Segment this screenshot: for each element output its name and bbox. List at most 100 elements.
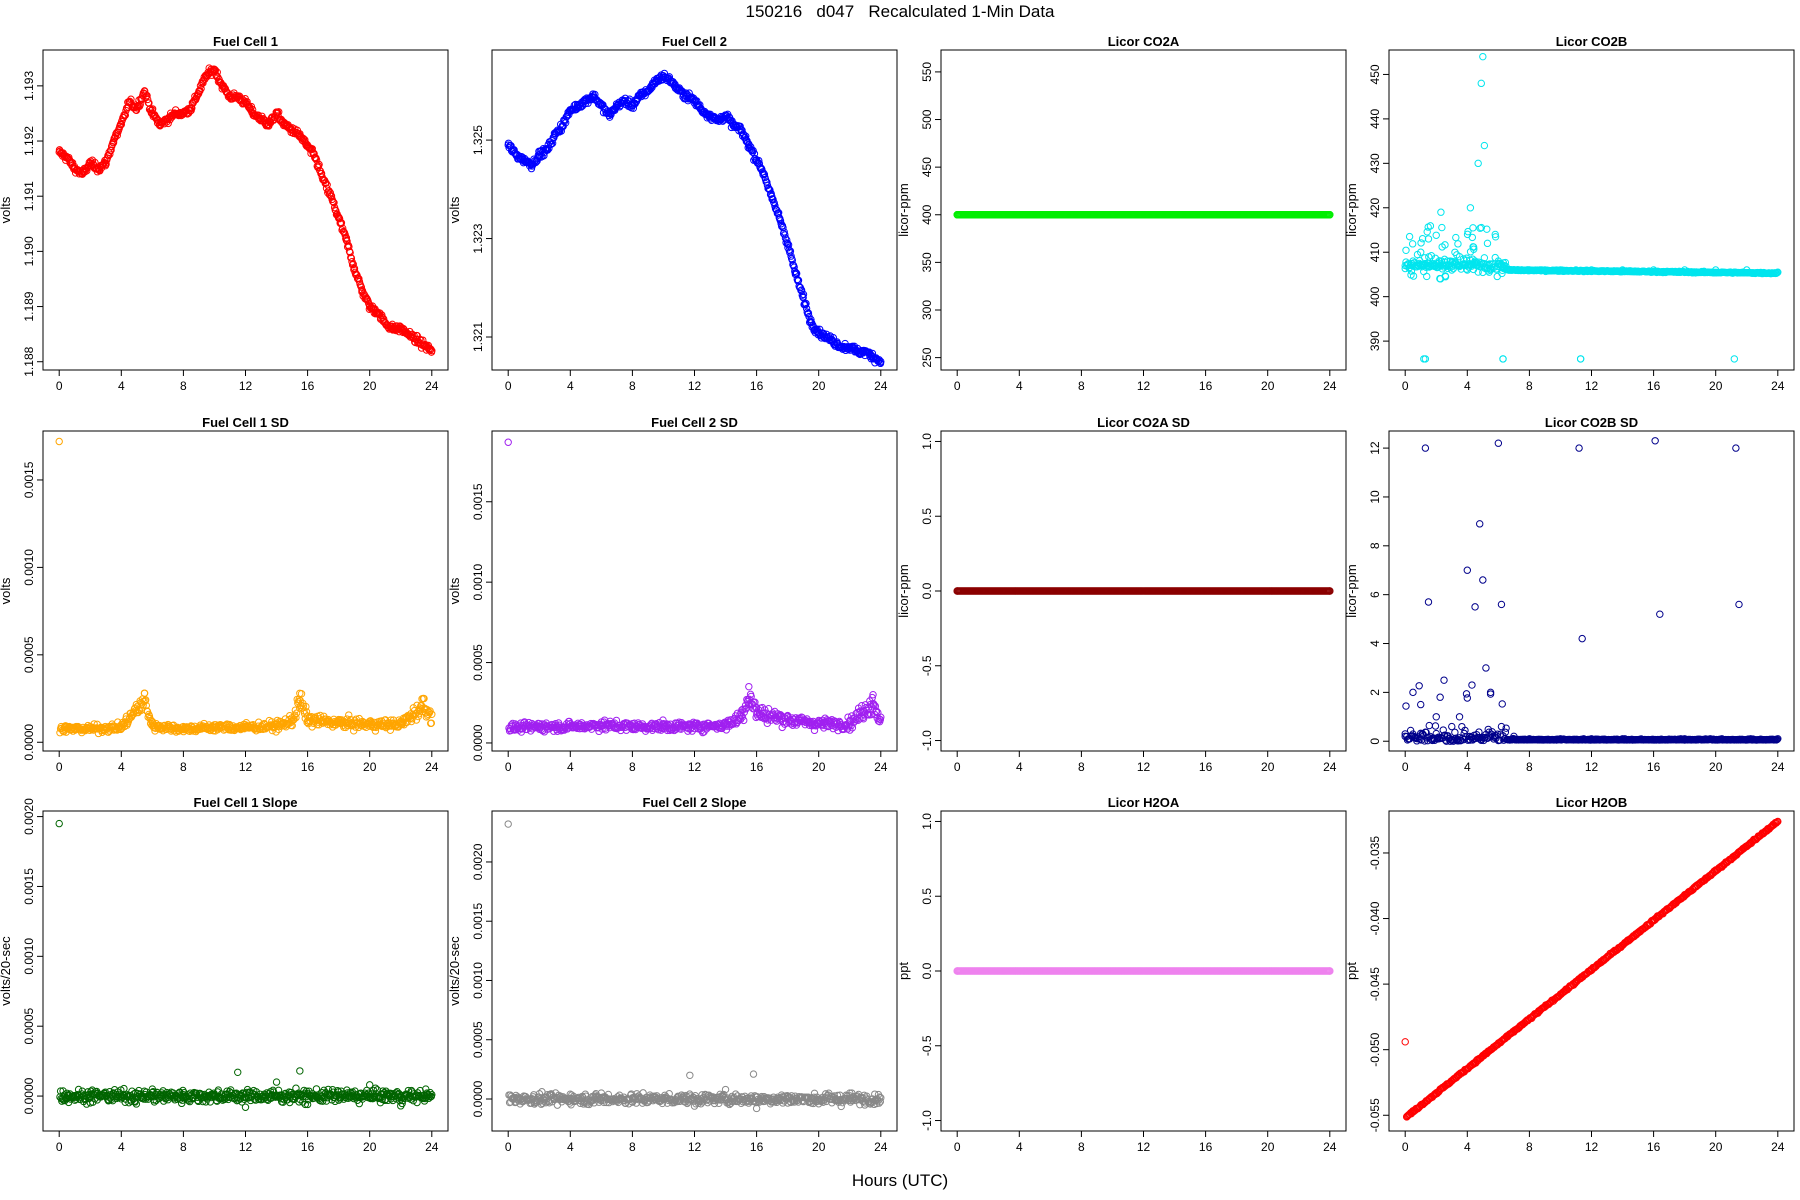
data-point [749, 146, 757, 155]
x-tick-label: 12 [1585, 379, 1599, 393]
data-point [1409, 272, 1418, 280]
data-point [745, 682, 753, 691]
data-point [1441, 241, 1449, 249]
data-point [410, 712, 418, 720]
y-tick-label: 1.323 [471, 223, 485, 253]
x-tick-label: 24 [1771, 379, 1785, 393]
data-point [426, 346, 434, 354]
data-point [357, 283, 366, 291]
y-axis-label: licor-ppm [896, 564, 911, 617]
data-point [669, 79, 678, 87]
data-point [419, 694, 427, 703]
data-point [234, 1068, 242, 1077]
data-point [1501, 728, 1510, 736]
data-point [408, 330, 416, 338]
data-point [1656, 610, 1664, 618]
data-point [1491, 233, 1500, 241]
data-point [1455, 713, 1464, 721]
plot-frame [1388, 430, 1795, 752]
data-point [201, 75, 209, 83]
y-tick-label: 0.0010 [471, 563, 485, 600]
data-point [355, 275, 363, 283]
y-tick-label: 440 [1368, 109, 1382, 129]
data-point [802, 299, 810, 308]
x-tick-label: 0 [56, 1140, 63, 1154]
data-point [78, 1087, 87, 1095]
data-point [781, 231, 789, 239]
data-point [1421, 355, 1430, 363]
data-point [338, 224, 347, 233]
y-tick-label: 500 [920, 109, 934, 129]
y-tick-label: -0.5 [920, 655, 934, 676]
data-point [335, 214, 344, 223]
data-point [543, 146, 552, 154]
data-point [426, 707, 434, 715]
data-point [55, 819, 63, 828]
y-axis-label: volts/20-sec [0, 936, 13, 1006]
data-point [1463, 694, 1472, 702]
data-point [1493, 272, 1501, 281]
data-point [302, 702, 310, 711]
data-point [1425, 721, 1433, 730]
data-point [791, 267, 799, 276]
data-point [1436, 274, 1444, 283]
data-point [55, 437, 63, 446]
panel-title: Fuel Cell 2 [662, 34, 727, 49]
x-tick-label: 8 [1526, 379, 1533, 393]
data-point [132, 1100, 141, 1108]
y-tick-label: 1.193 [22, 71, 36, 101]
x-tick-label: 20 [363, 1140, 377, 1154]
panel-title: Licor CO2A SD [1097, 415, 1190, 430]
y-tick-label: 0.0000 [22, 724, 36, 761]
data-points [55, 64, 436, 356]
data-point [322, 179, 330, 187]
data-point [188, 104, 196, 112]
x-tick-label: 20 [1709, 760, 1723, 774]
data-point [275, 108, 283, 116]
data-point [1417, 700, 1425, 709]
y-tick-label: 0.0020 [22, 798, 36, 835]
data-point [349, 260, 357, 268]
data-point [739, 130, 747, 138]
data-point [871, 702, 880, 710]
data-point [1405, 232, 1414, 241]
data-point [1421, 444, 1430, 452]
data-point [83, 166, 91, 175]
x-tick-label: 24 [425, 379, 439, 393]
data-point [1479, 576, 1487, 584]
data-points [953, 211, 1334, 219]
data-point [272, 1078, 281, 1086]
x-tick-label: 20 [812, 379, 826, 393]
y-axis-label: volts [0, 577, 13, 604]
y-tick-label: 550 [920, 62, 934, 82]
plot-frame [491, 49, 898, 371]
data-point [309, 150, 318, 158]
data-point [820, 724, 828, 732]
data-point [736, 715, 745, 724]
y-tick-label: 1.325 [471, 125, 485, 155]
x-tick-label: 16 [301, 760, 315, 774]
x-tick-label: 0 [954, 760, 961, 774]
data-point [88, 156, 97, 164]
y-tick-label: 1.321 [471, 322, 485, 352]
x-tick-label: 20 [1261, 760, 1275, 774]
data-point [870, 701, 878, 709]
data-point [744, 700, 753, 709]
data-point [1498, 700, 1506, 708]
x-tick-label: 12 [239, 379, 253, 393]
y-tick-label: 450 [920, 157, 934, 177]
data-point [1435, 262, 1443, 270]
panel-title: Fuel Cell 1 [213, 34, 278, 49]
data-point [292, 713, 300, 722]
data-point [59, 1087, 67, 1095]
data-point [220, 84, 229, 92]
data-point [1437, 208, 1445, 216]
data-point [1464, 227, 1472, 236]
data-point [90, 720, 98, 728]
y-tick-label: 0.0000 [471, 724, 485, 761]
data-point [747, 143, 755, 151]
data-point [771, 202, 779, 210]
